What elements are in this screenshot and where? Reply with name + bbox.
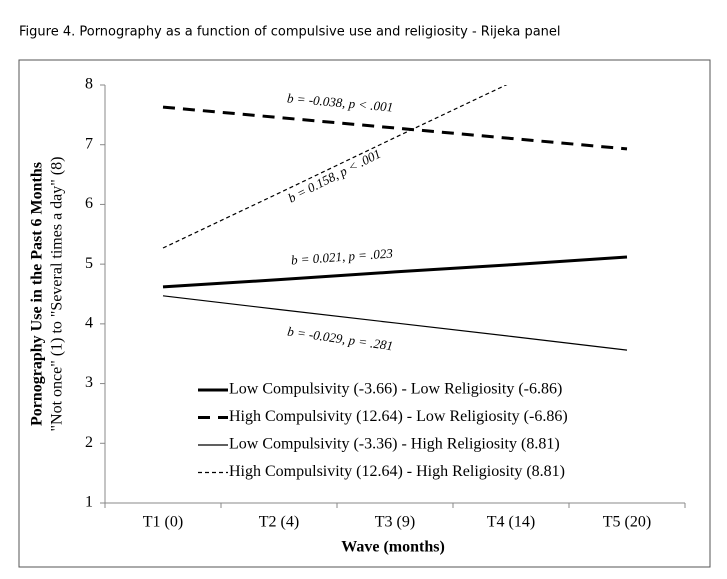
y-tick-label: 4	[85, 315, 93, 332]
slope-annotation: b = -0.038, p < .001	[286, 90, 393, 114]
y-tick-label: 7	[85, 135, 93, 152]
series-line	[162, 255, 628, 289]
plot	[162, 85, 628, 351]
x-tick-label: T4 (14)	[487, 514, 535, 531]
x-axis-label: Wave (months)	[341, 539, 445, 556]
frame	[18, 59, 711, 568]
series-line	[162, 295, 628, 351]
legend-label: Low Compulsivity (-3.36) - High Religios…	[229, 436, 560, 453]
x-tick-label: T5 (20)	[603, 514, 651, 531]
x-tick-label: T1 (0)	[143, 514, 183, 531]
slope-annotation: b = -0.029, p = .281	[286, 324, 393, 354]
x-tick-label: T2 (4)	[259, 514, 299, 531]
slope-annotation: b = 0.021, p = .023	[290, 245, 393, 267]
y-axis-label: Pornography Use in the Past 6 Months	[29, 162, 46, 426]
series-line	[162, 105, 628, 151]
series-line	[162, 85, 508, 249]
y-tick-label: 8	[85, 76, 93, 93]
y-tick-label: 3	[85, 374, 93, 391]
y-tick-label: 2	[85, 434, 93, 451]
caption: Figure 4. Pornography as a function of c…	[19, 25, 561, 40]
y-tick-label: 6	[85, 195, 93, 212]
legend-label: High Compulsivity (12.64) - High Religio…	[229, 463, 565, 480]
legend-label: High Compulsivity (12.64) - Low Religios…	[229, 408, 568, 425]
y-tick-label: 1	[85, 494, 93, 511]
legend-label: Low Compulsivity (-3.66) - Low Religiosi…	[229, 381, 562, 398]
y-tick-label: 5	[85, 255, 93, 272]
slope-annotation: b = 0.158, p < .001	[285, 146, 383, 206]
y-axis-sublabel: "Not once" (1) to "Several times a day" …	[49, 157, 66, 432]
x-tick-label: T3 (9)	[375, 514, 415, 531]
